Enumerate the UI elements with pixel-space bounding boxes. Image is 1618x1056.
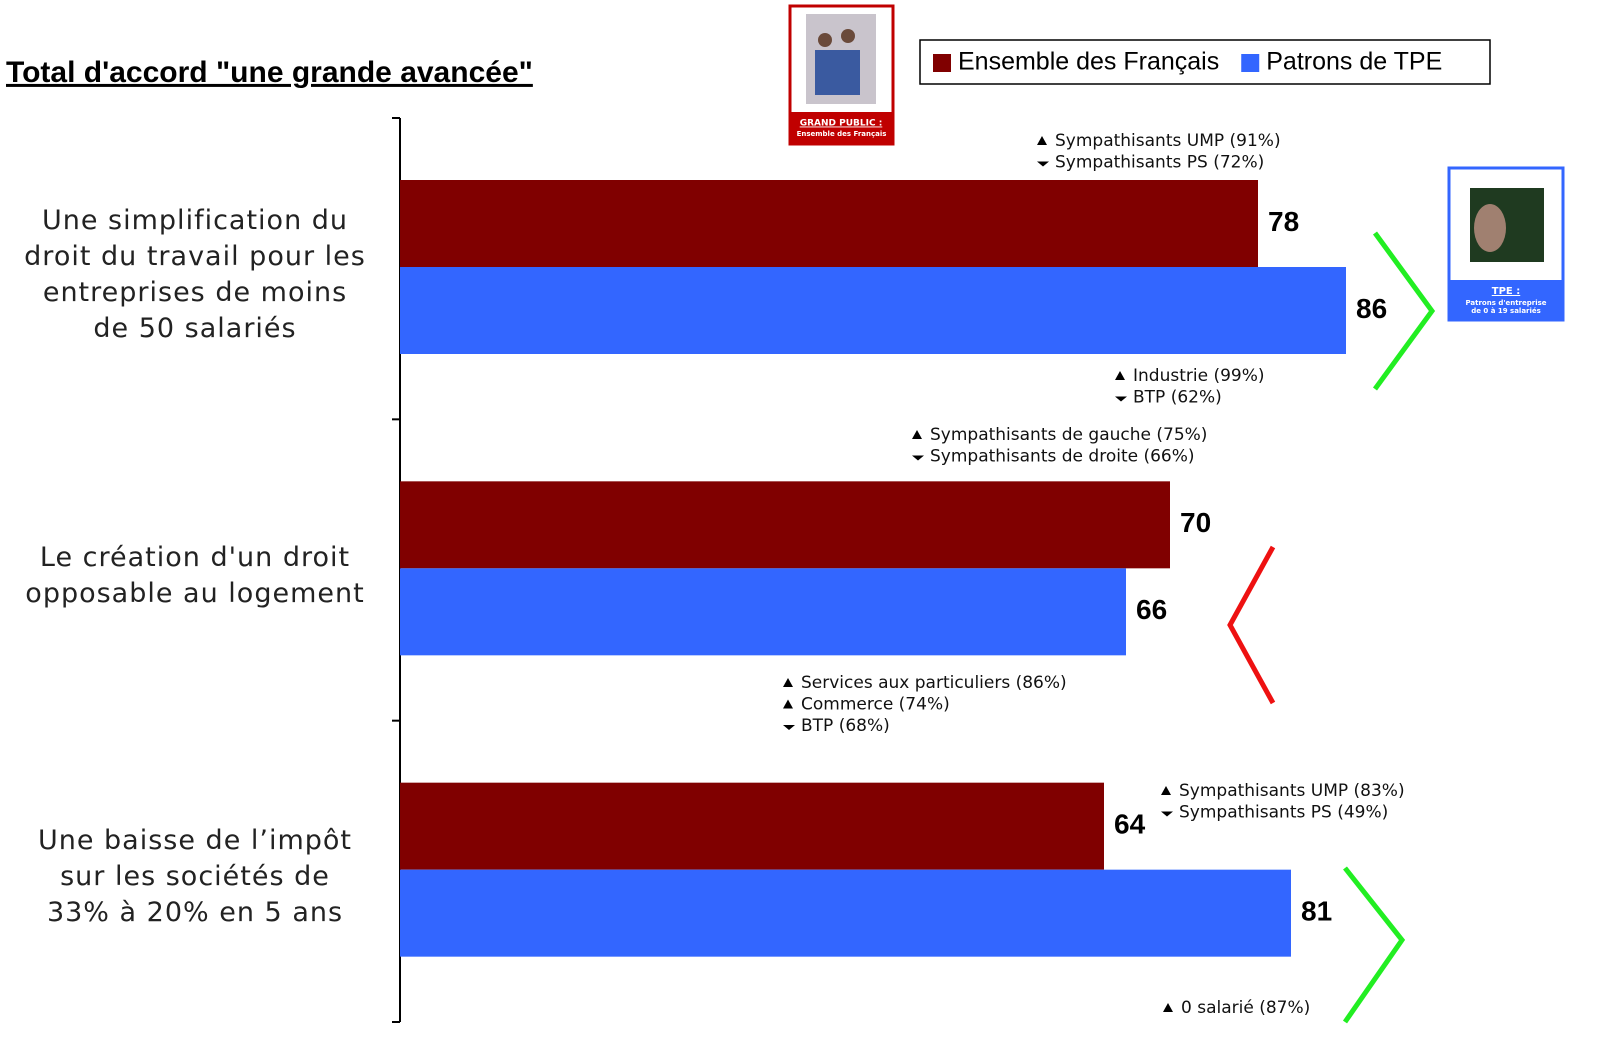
value-label: 81 bbox=[1301, 896, 1332, 927]
trend-arrow bbox=[1161, 811, 1173, 817]
badge-photo bbox=[818, 33, 832, 47]
trend-arrow bbox=[1115, 396, 1127, 402]
category-label: Le création d'un droit opposable au loge… bbox=[25, 542, 365, 609]
bar bbox=[400, 869, 1291, 957]
badge-title: TPE : bbox=[1492, 286, 1520, 297]
annotation: Services aux particuliers (86%) bbox=[801, 673, 1067, 693]
trend-arrow bbox=[912, 455, 924, 461]
legend-frame bbox=[919, 39, 1491, 85]
badge-band bbox=[790, 112, 893, 144]
annotation: Sympathisants UMP (83%) bbox=[1179, 781, 1405, 801]
value-label: 70 bbox=[1180, 507, 1211, 538]
bar bbox=[400, 267, 1346, 354]
badge-title: GRAND PUBLIC : bbox=[800, 119, 883, 129]
bar bbox=[400, 782, 1104, 870]
bar bbox=[400, 481, 1170, 569]
annotation: Commerce (74%) bbox=[801, 695, 950, 715]
annotation: Sympathisants de droite (66%) bbox=[930, 447, 1195, 467]
category-label: Une baisse de l’impôt sur les sociétés d… bbox=[37, 825, 353, 929]
trend-arrow bbox=[1163, 1003, 1173, 1012]
trend-arrow bbox=[783, 699, 793, 709]
badge-photo bbox=[1474, 204, 1506, 252]
legend-swatch bbox=[933, 54, 951, 72]
annotation: Sympathisants de gauche (75%) bbox=[930, 425, 1207, 445]
badge-subtitle: Ensemble des Français bbox=[796, 130, 887, 138]
annotation: BTP (62%) bbox=[1133, 388, 1222, 408]
trend-arrow bbox=[1115, 371, 1125, 380]
value-label: 64 bbox=[1114, 809, 1146, 840]
badge-band bbox=[1449, 280, 1563, 320]
legend-label: Ensemble des Français bbox=[958, 48, 1219, 76]
bar bbox=[400, 180, 1258, 267]
annotation: 0 salarié (87%) bbox=[1181, 998, 1310, 1018]
legend-label: Patrons de TPE bbox=[1266, 48, 1442, 76]
trend-arrow bbox=[1037, 136, 1047, 145]
badge-photo bbox=[815, 50, 860, 95]
value-label: 66 bbox=[1136, 594, 1167, 625]
chevron bbox=[1372, 231, 1436, 391]
badge-photo bbox=[841, 29, 855, 43]
annotation: Sympathisants PS (72%) bbox=[1055, 153, 1264, 173]
legend-swatch bbox=[1241, 54, 1260, 72]
category-label: Une simplification du droit du travail p… bbox=[24, 204, 366, 344]
bar bbox=[400, 568, 1126, 656]
trend-arrow bbox=[1161, 786, 1171, 795]
value-label: 78 bbox=[1268, 206, 1299, 237]
value-label: 86 bbox=[1356, 293, 1387, 324]
annotation: BTP (68%) bbox=[801, 716, 890, 736]
trend-arrow bbox=[783, 678, 793, 687]
chevron bbox=[1227, 545, 1276, 705]
annotation: Industrie (99%) bbox=[1133, 366, 1265, 386]
trend-arrow bbox=[783, 725, 795, 730]
badge-subtitle: Patrons d'entreprise de 0 à 19 salariés bbox=[1465, 299, 1547, 315]
trend-arrow bbox=[1037, 161, 1049, 167]
trend-arrow bbox=[912, 430, 922, 439]
annotation: Sympathisants PS (49%) bbox=[1179, 803, 1388, 823]
chart-title: Total d'accord "une grande avancée" bbox=[6, 56, 533, 89]
chevron bbox=[1342, 866, 1406, 1024]
annotation: Sympathisants UMP (91%) bbox=[1055, 131, 1281, 151]
